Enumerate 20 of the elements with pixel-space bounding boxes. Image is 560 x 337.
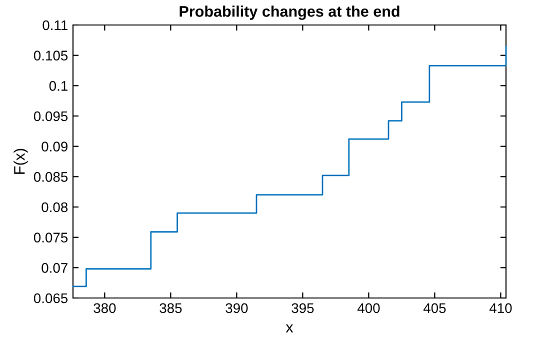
x-tick-label: 380 [94, 303, 116, 314]
x-tick-label: 400 [357, 303, 380, 314]
y-tick-label: 0.07 [42, 263, 68, 273]
x-tick-label: 385 [160, 303, 182, 314]
x-tick-label: 405 [423, 303, 446, 314]
x-axis-title: x [286, 324, 294, 332]
chart-title: Probability changes at the end [180, 6, 400, 20]
y-tick-label: 0.095 [34, 111, 68, 122]
x-tick-label: 410 [489, 303, 512, 314]
y-tick-label: 0.08 [42, 202, 68, 212]
y-tick-label: 0.09 [42, 142, 68, 152]
y-tick-label: 0.11 [42, 20, 68, 30]
x-tick-label: 395 [292, 303, 314, 314]
y-tick-label: 0.085 [34, 172, 68, 182]
x-tick-label: 390 [226, 303, 248, 314]
y-tick-label: 0.1 [49, 81, 68, 91]
y-tick-label: 0.075 [34, 232, 68, 243]
y-axis-title: F(x) [14, 148, 28, 174]
y-tick-label: 0.105 [34, 50, 68, 61]
y-tick-label: 0.065 [34, 293, 68, 304]
